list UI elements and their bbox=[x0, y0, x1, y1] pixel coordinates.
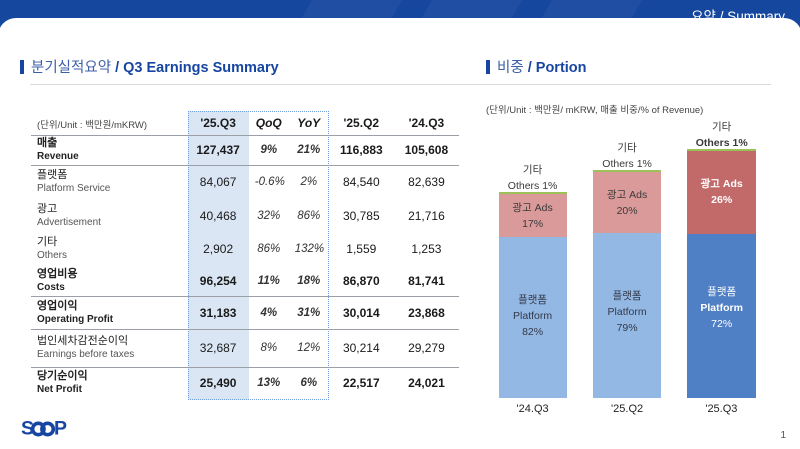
svg-text:P: P bbox=[54, 418, 68, 440]
